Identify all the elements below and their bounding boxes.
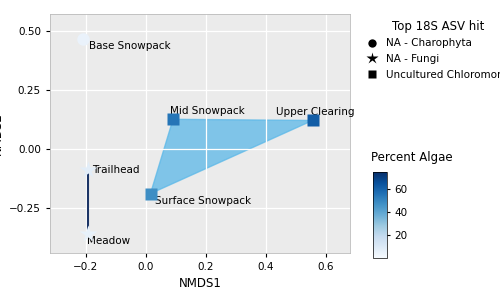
Text: Mid Snowpack: Mid Snowpack [170, 106, 245, 116]
Text: Trailhead: Trailhead [92, 165, 140, 175]
Y-axis label: NMDS2: NMDS2 [0, 112, 4, 155]
Text: Meadow: Meadow [88, 236, 130, 246]
Text: Upper Clearing: Upper Clearing [276, 107, 355, 117]
Text: Percent Algae: Percent Algae [371, 151, 452, 164]
Text: Base Snowpack: Base Snowpack [89, 42, 170, 51]
Text: Surface Snowpack: Surface Snowpack [155, 196, 251, 206]
Polygon shape [150, 119, 312, 194]
Legend: NA - Charophyta, NA - Fungi, Uncultured Chloromonas: NA - Charophyta, NA - Fungi, Uncultured … [361, 20, 500, 80]
X-axis label: NMDS1: NMDS1 [178, 277, 222, 287]
